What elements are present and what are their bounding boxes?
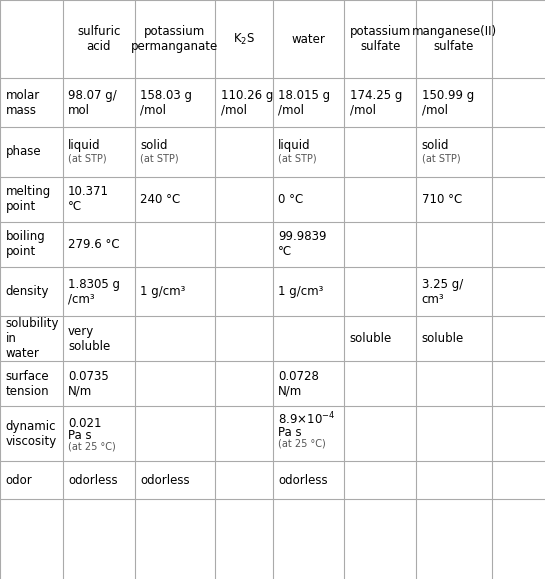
Text: 110.26 g
/mol: 110.26 g /mol	[221, 89, 273, 117]
Text: molar
mass: molar mass	[5, 89, 40, 117]
Text: potassium
sulfate: potassium sulfate	[350, 25, 411, 53]
Text: boiling
point: boiling point	[5, 230, 45, 258]
Text: solubility
in
water: solubility in water	[5, 317, 59, 360]
Text: surface
tension: surface tension	[5, 370, 49, 398]
Text: (at 25 °C): (at 25 °C)	[68, 442, 116, 452]
Text: (at STP): (at STP)	[68, 154, 107, 164]
Text: Pa s: Pa s	[68, 428, 92, 442]
Text: Pa s: Pa s	[278, 426, 301, 439]
Text: 279.6 °C: 279.6 °C	[68, 238, 120, 251]
Text: (at STP): (at STP)	[140, 154, 179, 164]
Text: water: water	[292, 32, 325, 46]
Text: 710 °C: 710 °C	[422, 193, 462, 206]
Text: odor: odor	[5, 474, 32, 487]
Text: solid: solid	[422, 138, 449, 152]
Text: 18.015 g
/mol: 18.015 g /mol	[278, 89, 330, 117]
Text: 0.0728
N/m: 0.0728 N/m	[278, 370, 319, 398]
Text: odorless: odorless	[140, 474, 190, 487]
Text: melting
point: melting point	[5, 185, 51, 213]
Text: liquid: liquid	[278, 138, 311, 152]
Text: solid: solid	[140, 138, 167, 152]
Text: sulfuric
acid: sulfuric acid	[77, 25, 120, 53]
Text: 174.25 g
/mol: 174.25 g /mol	[350, 89, 402, 117]
Text: 240 °C: 240 °C	[140, 193, 180, 206]
Text: soluble: soluble	[350, 332, 392, 345]
Text: manganese(II)
sulfate: manganese(II) sulfate	[411, 25, 496, 53]
Text: phase: phase	[5, 145, 41, 159]
Text: K$_2$S: K$_2$S	[233, 31, 255, 47]
Text: 1.8305 g
/cm³: 1.8305 g /cm³	[68, 277, 120, 306]
Text: soluble: soluble	[422, 332, 464, 345]
Text: potassium
permanganate: potassium permanganate	[131, 25, 219, 53]
Text: 0.021: 0.021	[68, 417, 101, 430]
Text: very
soluble: very soluble	[68, 325, 111, 353]
Text: 158.03 g
/mol: 158.03 g /mol	[140, 89, 192, 117]
Text: liquid: liquid	[68, 138, 101, 152]
Text: odorless: odorless	[278, 474, 328, 487]
Text: 3.25 g/
cm³: 3.25 g/ cm³	[422, 277, 463, 306]
Text: 0.0735
N/m: 0.0735 N/m	[68, 370, 109, 398]
Text: 150.99 g
/mol: 150.99 g /mol	[422, 89, 474, 117]
Text: dynamic
viscosity: dynamic viscosity	[5, 420, 57, 448]
Text: odorless: odorless	[68, 474, 118, 487]
Text: 10.371
°C: 10.371 °C	[68, 185, 109, 213]
Text: 0 °C: 0 °C	[278, 193, 303, 206]
Text: 1 g/cm³: 1 g/cm³	[140, 285, 185, 298]
Text: 99.9839
°C: 99.9839 °C	[278, 230, 326, 258]
Text: 8.9$\times$10$^{-4}$: 8.9$\times$10$^{-4}$	[278, 411, 335, 428]
Text: (at 25 °C): (at 25 °C)	[278, 439, 326, 449]
Text: (at STP): (at STP)	[278, 154, 317, 164]
Text: 1 g/cm³: 1 g/cm³	[278, 285, 323, 298]
Text: 98.07 g/
mol: 98.07 g/ mol	[68, 89, 117, 117]
Text: density: density	[5, 285, 49, 298]
Text: (at STP): (at STP)	[422, 154, 461, 164]
